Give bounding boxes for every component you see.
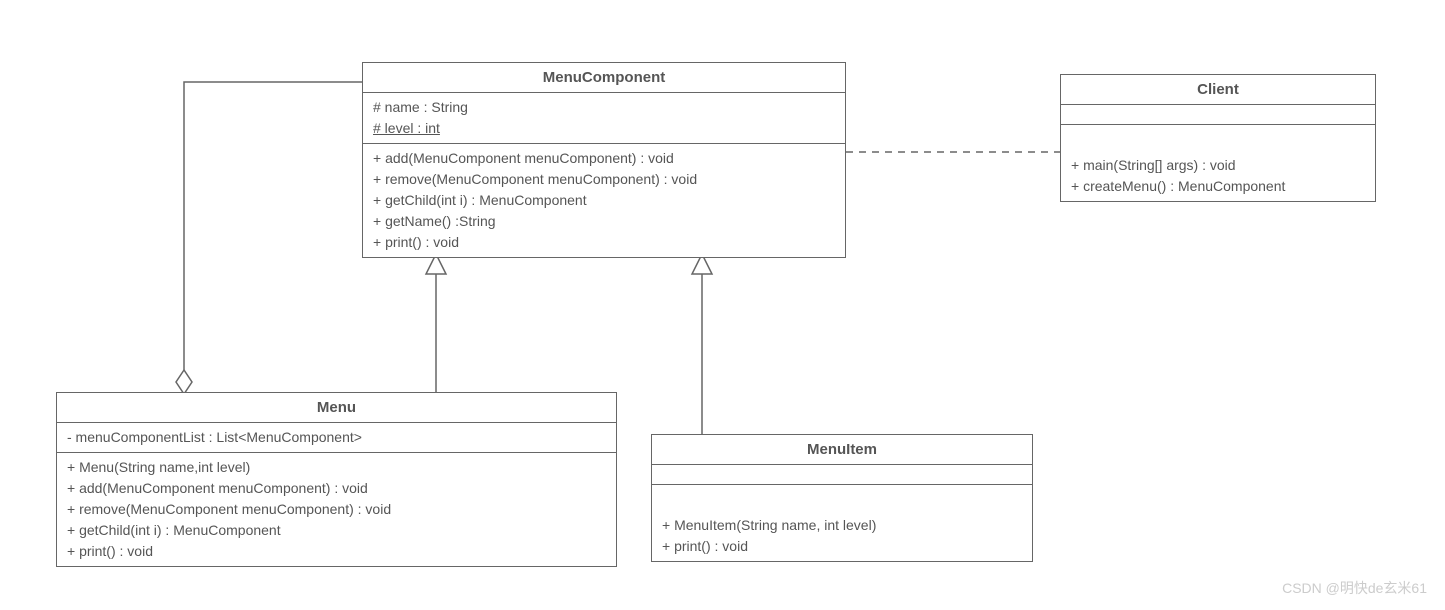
class-menu: Menu - menuComponentList : List<MenuComp… — [56, 392, 617, 567]
diamond-aggregation — [176, 370, 192, 394]
method: + print() : void — [67, 541, 606, 562]
watermark: CSDN @明快de玄米61 — [1282, 578, 1427, 598]
method: + getName() :String — [373, 211, 835, 232]
method: + remove(MenuComponent menuComponent) : … — [373, 169, 835, 190]
class-attributes: # name : String # level : int — [363, 93, 845, 144]
class-attributes — [1061, 105, 1375, 125]
class-attributes: - menuComponentList : List<MenuComponent… — [57, 423, 616, 453]
method: + main(String[] args) : void — [1071, 155, 1365, 176]
class-title: Menu — [57, 393, 616, 423]
class-menuitem: MenuItem + MenuItem(String name, int lev… — [651, 434, 1033, 562]
method: + print() : void — [662, 536, 1022, 557]
method: + add(MenuComponent menuComponent) : voi… — [373, 148, 835, 169]
class-methods: + main(String[] args) : void + createMen… — [1061, 125, 1375, 201]
attr: # level : int — [373, 118, 835, 139]
class-title: Client — [1061, 75, 1375, 105]
attr: - menuComponentList : List<MenuComponent… — [67, 427, 606, 448]
class-title: MenuItem — [652, 435, 1032, 465]
class-methods: + MenuItem(String name, int level) + pri… — [652, 485, 1032, 561]
method: + Menu(String name,int level) — [67, 457, 606, 478]
class-title: MenuComponent — [363, 63, 845, 93]
method: + createMenu() : MenuComponent — [1071, 176, 1365, 197]
class-methods: + add(MenuComponent menuComponent) : voi… — [363, 144, 845, 257]
edge-aggregation — [184, 82, 362, 370]
method: + add(MenuComponent menuComponent) : voi… — [67, 478, 606, 499]
class-menucomponent: MenuComponent # name : String # level : … — [362, 62, 846, 258]
class-client: Client + main(String[] args) : void + cr… — [1060, 74, 1376, 202]
method: + MenuItem(String name, int level) — [662, 515, 1022, 536]
class-attributes — [652, 465, 1032, 485]
attr: # name : String — [373, 97, 835, 118]
class-methods: + Menu(String name,int level) + add(Menu… — [57, 453, 616, 566]
method: + getChild(int i) : MenuComponent — [373, 190, 835, 211]
method: + getChild(int i) : MenuComponent — [67, 520, 606, 541]
method: + remove(MenuComponent menuComponent) : … — [67, 499, 606, 520]
method: + print() : void — [373, 232, 835, 253]
